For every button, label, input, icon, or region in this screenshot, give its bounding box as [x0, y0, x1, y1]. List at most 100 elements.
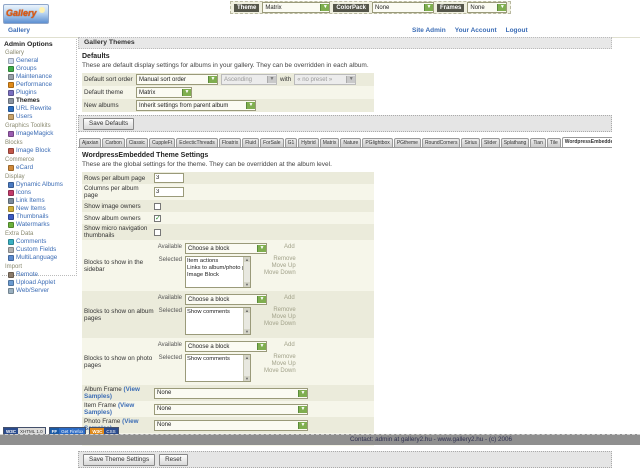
blocks-album-selected-listbox[interactable]: Show comments ▲ ▼: [185, 307, 251, 335]
sidebar-item-custom-fields[interactable]: Custom Fields: [8, 246, 76, 254]
theme-switch-select[interactable]: Matrix ▼: [262, 2, 331, 13]
tab-roundcorners[interactable]: RoundCorners: [421, 138, 461, 147]
sidebar-item-imagemagick[interactable]: ImageMagick: [8, 130, 76, 138]
tab-nature[interactable]: Nature: [340, 138, 362, 147]
blocks-album-add-link[interactable]: Add: [284, 295, 295, 301]
sidebar-item-groups[interactable]: Groups: [8, 65, 76, 73]
listbox-scrollbar[interactable]: ▲ ▼: [243, 355, 250, 381]
validation-badges: W3C XHTML 1.0 FF Get Firefox W3C CSS: [3, 427, 119, 437]
blocks-album-available-select[interactable]: Choose a block ▼: [185, 294, 267, 305]
sidebar-item-performance[interactable]: Performance: [8, 81, 76, 89]
blocks-photo-move-down-link[interactable]: Move Down: [264, 368, 296, 374]
sidebar-item-link-items[interactable]: Link Items: [8, 197, 76, 205]
blocks-album-remove-link[interactable]: Remove: [273, 307, 296, 313]
sidebar-item-multilanguage[interactable]: MultiLanguage: [8, 254, 76, 262]
tab-tile[interactable]: Tile: [546, 138, 561, 147]
blocks-album-move-down-link[interactable]: Move Down: [264, 321, 296, 327]
sidebar-item-general[interactable]: General: [8, 57, 76, 65]
listbox-option[interactable]: Item actions: [187, 258, 219, 264]
blocks-album-move-up-link[interactable]: Move Up: [271, 314, 296, 320]
blocks-sidebar-move-up-link[interactable]: Move Up: [271, 263, 296, 269]
blocks-photo-move-up-link[interactable]: Move Up: [271, 361, 296, 367]
tab-floatrix[interactable]: Floatrix: [218, 138, 242, 147]
tab-cuppleft[interactable]: CuppleFt: [148, 138, 176, 147]
show-micro-nav-checkbox[interactable]: [154, 228, 161, 236]
tab-eclecticthreads[interactable]: EclecticThreads: [176, 138, 218, 147]
blocks-sidebar-add-link[interactable]: Add: [284, 244, 295, 250]
tab-wordpressembedded[interactable]: WordpressEmbedded: [561, 137, 612, 147]
sidebar-item-icons[interactable]: Icons: [8, 189, 76, 197]
listbox-option[interactable]: Image Block: [187, 272, 219, 278]
new-albums-select[interactable]: Inherit settings from parent album ▼: [136, 100, 256, 111]
tab-splathang[interactable]: Splathang: [500, 138, 530, 147]
defaults-description: These are default display settings for a…: [82, 62, 369, 69]
tab-classic[interactable]: Classic: [125, 138, 148, 147]
sidebar-item-upload-applet[interactable]: Upload Applet: [8, 279, 76, 287]
sidebar-item-url-rewrite[interactable]: URL Rewrite: [8, 105, 76, 113]
tab-ajaxian[interactable]: Ajaxian: [79, 138, 102, 147]
save-theme-settings-button[interactable]: Save Theme Settings: [83, 453, 156, 466]
sidebar-item-users[interactable]: Users: [8, 113, 76, 121]
frames-switch-select[interactable]: None ▼: [467, 2, 508, 13]
sidebar-item-image-block[interactable]: Image Block: [8, 147, 76, 155]
listbox-scrollbar[interactable]: ▲ ▼: [243, 308, 250, 334]
tab-hybrid[interactable]: Hybrid: [298, 138, 319, 147]
scroll-up-icon: ▲: [244, 257, 250, 262]
blocks-sidebar-available-select[interactable]: Choose a block ▼: [185, 243, 267, 254]
sidebar-item-ecard[interactable]: eCard: [8, 164, 76, 172]
sidebar-item-web-server[interactable]: Web/Server: [8, 287, 76, 295]
show-album-owners-checkbox[interactable]: ✓: [154, 214, 161, 222]
cols-per-page-input[interactable]: [154, 187, 184, 197]
sidebar-item-new-items[interactable]: New Items: [8, 205, 76, 213]
save-defaults-button[interactable]: Save Defaults: [83, 117, 135, 130]
reset-button[interactable]: Reset: [159, 453, 188, 466]
tab-sirius[interactable]: Sirius: [461, 138, 480, 147]
blocks-sidebar-selected-listbox[interactable]: Item actions Links to album/photo peers …: [185, 256, 251, 288]
blocks-photo-add-link[interactable]: Add: [284, 342, 295, 348]
gallery-logo[interactable]: Gallery: [3, 4, 49, 24]
sidebar-item-comments[interactable]: Comments: [8, 238, 76, 246]
blocks-sidebar-remove-link[interactable]: Remove: [273, 256, 296, 262]
sort-order-select[interactable]: Manual sort order ▼: [136, 74, 218, 85]
blocks-sidebar-move-down-link[interactable]: Move Down: [264, 270, 296, 276]
your-account-link[interactable]: Your Account: [454, 27, 497, 34]
sidebar-item-maintenance[interactable]: Maintenance: [8, 73, 76, 81]
tab-forsale[interactable]: ForSale: [260, 138, 284, 147]
listbox-scrollbar[interactable]: ▲ ▼: [243, 257, 250, 287]
tab-fluid[interactable]: Fluid: [242, 138, 260, 147]
sidebar-item-watermarks[interactable]: Watermarks: [8, 221, 76, 229]
item-frame-view-samples-link[interactable]: (View Samples): [84, 402, 135, 416]
tab-matrix[interactable]: Matrix: [319, 138, 340, 147]
sidebar-item-thumbnails[interactable]: Thumbnails: [8, 213, 76, 221]
site-admin-link[interactable]: Site Admin: [412, 27, 446, 34]
main-content: Gallery Themes Defaults These are defaul…: [78, 37, 612, 468]
tab-carbon[interactable]: Carbon: [102, 138, 125, 147]
tab-slider[interactable]: Slider: [480, 138, 500, 147]
tab-pglightbox[interactable]: PGlightbox: [362, 138, 393, 147]
album-frame-view-samples-link[interactable]: (View Samples): [84, 386, 140, 400]
tab-pgtheme[interactable]: PGtheme: [393, 138, 421, 147]
item-frame-select[interactable]: None ▼: [154, 403, 308, 415]
sidebar-item-remote[interactable]: Remote: [8, 271, 76, 279]
album-frame-select[interactable]: None ▼: [154, 387, 308, 399]
colorpack-switch-select[interactable]: None ▼: [372, 2, 435, 13]
sidebar-item-plugins[interactable]: Plugins: [8, 89, 76, 97]
blocks-photo-available-select[interactable]: Choose a block ▼: [185, 341, 267, 352]
tab-tian[interactable]: Tian: [530, 138, 546, 147]
listbox-option[interactable]: Links to album/photo peers: [187, 265, 243, 271]
blocks-photo-remove-link[interactable]: Remove: [273, 354, 296, 360]
show-image-owners-checkbox[interactable]: [154, 202, 161, 210]
listbox-option[interactable]: Show comments: [187, 309, 230, 315]
photo-frame-select[interactable]: None ▼: [154, 419, 308, 431]
listbox-option[interactable]: Show comments: [187, 356, 230, 362]
contact-link[interactable]: Contact: admin at gallery2.hu - www.gall…: [349, 436, 512, 443]
rows-per-page-input[interactable]: [154, 173, 184, 183]
link-items-icon: [8, 198, 14, 204]
logout-link[interactable]: Logout: [505, 27, 528, 34]
sidebar-item-dynamic-albums[interactable]: Dynamic Albums: [8, 181, 76, 189]
default-theme-select[interactable]: Matrix ▼: [136, 87, 192, 98]
sidebar-item-themes[interactable]: Themes: [8, 97, 76, 105]
blocks-photo-selected-listbox[interactable]: Show comments ▲ ▼: [185, 354, 251, 382]
breadcrumb[interactable]: Gallery: [8, 27, 31, 34]
tab-g1[interactable]: G1: [284, 138, 298, 147]
